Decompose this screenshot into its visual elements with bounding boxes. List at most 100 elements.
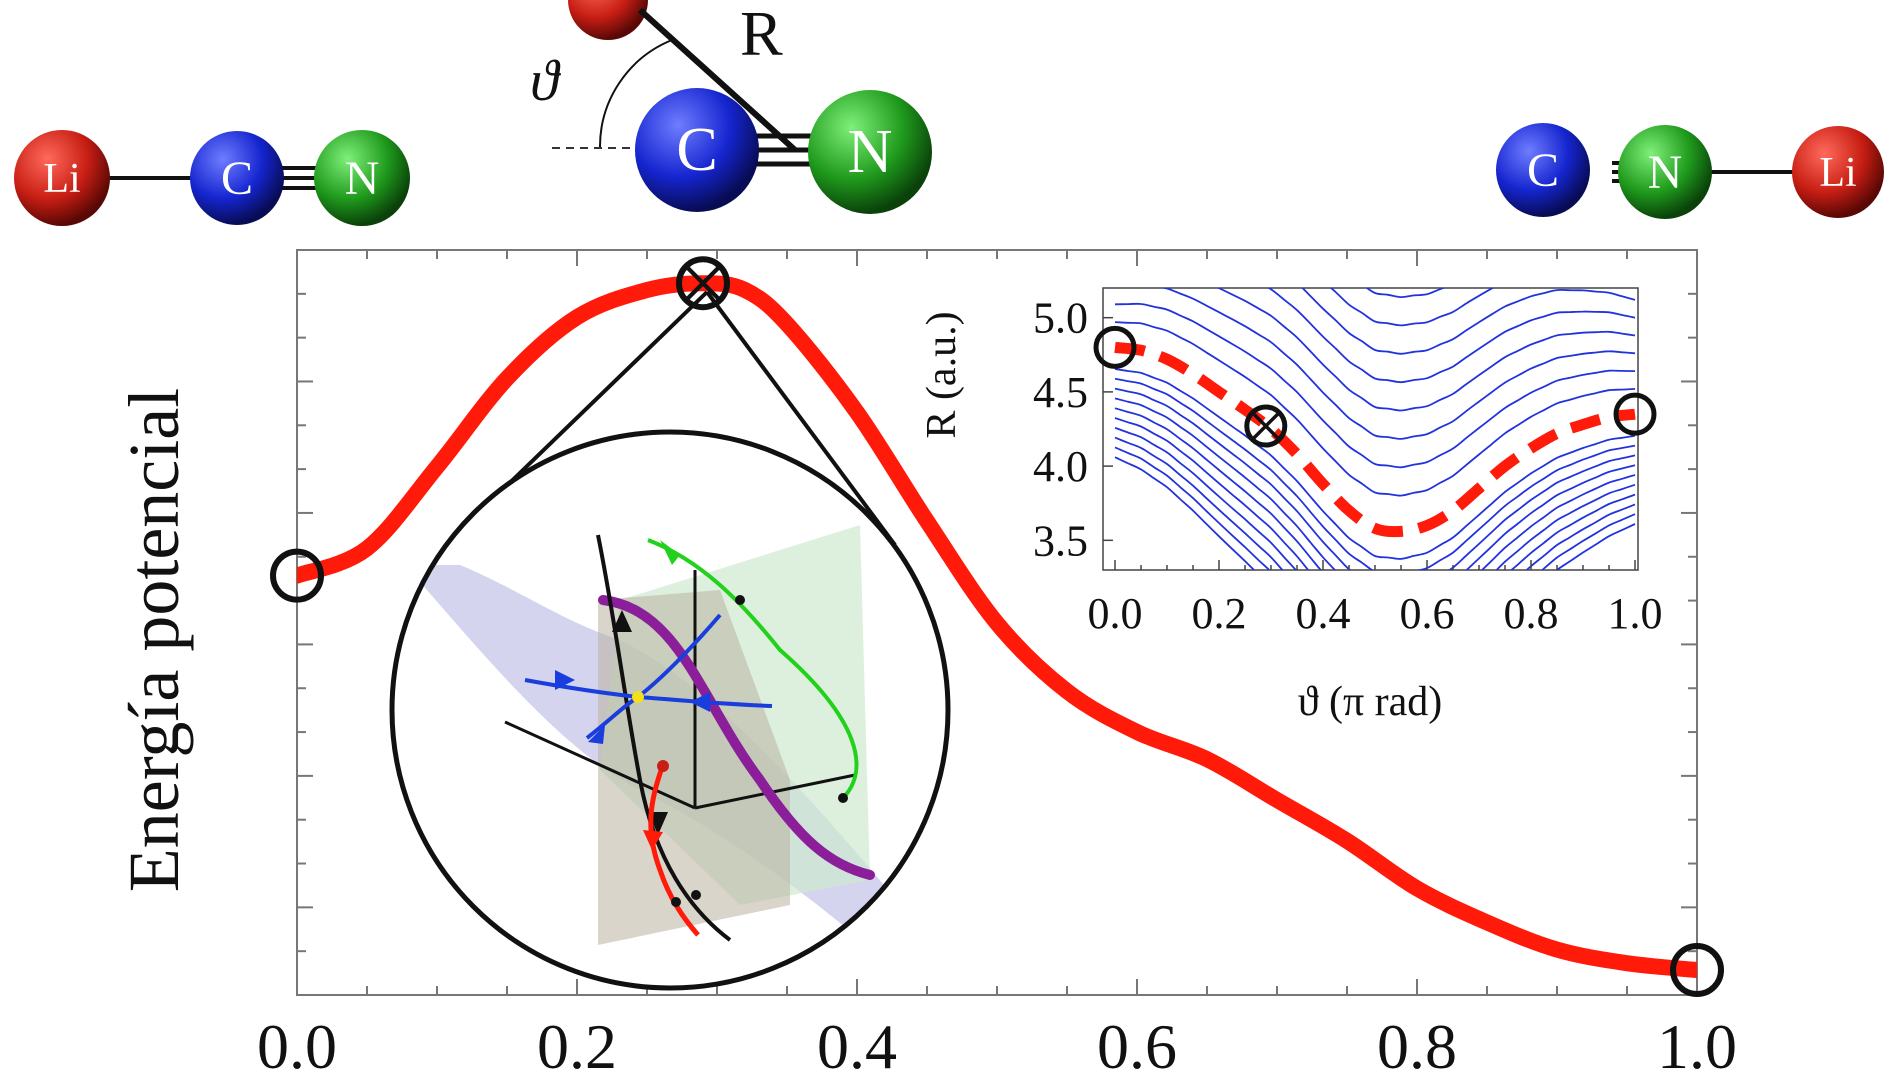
- arrow-icon: [555, 670, 575, 690]
- contour-line: [1114, 397, 1636, 570]
- atom-c: C: [635, 88, 759, 212]
- x-tick-label: 1.0: [1657, 1011, 1737, 1069]
- inset-frame: [1102, 287, 1639, 571]
- energy-curve: [297, 275, 1697, 978]
- svg-text:Li: Li: [1819, 150, 1856, 196]
- inset-markers: [1093, 325, 1657, 448]
- circle-marker: [1670, 943, 1724, 997]
- contour-line: [1114, 417, 1636, 570]
- cross-mark: [1251, 411, 1281, 441]
- contour-line: [1114, 377, 1636, 570]
- inset-x-tick-label: 1.0: [1608, 589, 1663, 638]
- atom-n: N: [808, 90, 932, 214]
- atom-li-partial: [568, 0, 648, 40]
- axis-line: [504, 720, 696, 810]
- black-trajectory: [596, 534, 732, 942]
- inset-x-tick-label: 0.8: [1504, 589, 1559, 638]
- contour-line: [1365, 288, 1447, 299]
- arrow-icon: [660, 540, 680, 565]
- contour-line: [1114, 321, 1636, 497]
- molecule-middle: R ϑ C N: [530, 0, 932, 214]
- main-chart: 0.0 0.2 0.4 0.6 0.8 1.0 Energía potencial: [114, 249, 1737, 1069]
- molecule-right: C N Li: [1496, 123, 1884, 219]
- contour-line: [1301, 288, 1636, 355]
- inset-ticks: [1103, 316, 1636, 570]
- inset-x-tick-label: 0.2: [1192, 589, 1247, 638]
- contour-line: [1114, 436, 1636, 570]
- contour-line: [1114, 302, 1636, 469]
- svg-text:C: C: [221, 152, 253, 205]
- contour-line: [1114, 426, 1636, 570]
- inset-x-tick-label: 0.6: [1400, 589, 1455, 638]
- svg-text:C: C: [676, 116, 717, 184]
- contour-line: [1114, 407, 1636, 570]
- x-tick-label: 0.4: [817, 1011, 897, 1069]
- svg-text:Li: Li: [43, 156, 80, 202]
- contour-line: [1158, 288, 1636, 440]
- contour-lines: [1114, 288, 1636, 570]
- axis-line: [694, 773, 856, 810]
- crossed-circle-marker: [676, 256, 730, 311]
- contour-line: [1329, 288, 1495, 327]
- contour-line: [1114, 446, 1636, 570]
- inset-chart: 0.0 0.2 0.4 0.6 0.8 1.0 3.5 4.0 4.5 5.0 ϑ (π rad)…: [919, 287, 1663, 725]
- red-trajectory: [648, 764, 700, 937]
- main-ticks: [296, 250, 1698, 995]
- arrow-icon: [612, 610, 632, 632]
- atom-c: C: [190, 131, 284, 225]
- x-tick-label: 0.6: [1097, 1011, 1177, 1069]
- zoom-connector-left: [490, 290, 709, 502]
- atom-li: Li: [1792, 126, 1884, 218]
- inset-tick-labels: 0.0 0.2 0.4 0.6 0.8 1.0 3.5 4.0 4.5 5.0: [1033, 294, 1663, 638]
- svg-text:C: C: [1527, 144, 1559, 197]
- main-markers: [270, 256, 1724, 997]
- zoom-circle: [389, 429, 951, 991]
- atom-li: Li: [14, 130, 110, 226]
- label-r: R: [740, 0, 783, 69]
- atom-n: N: [314, 130, 410, 226]
- angle-arc: [598, 39, 673, 149]
- inset-x-tick-label: 0.0: [1088, 589, 1143, 638]
- x-tick-label: 0.0: [257, 1011, 337, 1069]
- circle-marker: [1093, 325, 1137, 369]
- circle-marker: [1613, 392, 1657, 436]
- inset-y-tick-label: 5.0: [1033, 294, 1088, 343]
- green-trajectory: [647, 538, 859, 800]
- inset-y-tick-label: 3.5: [1033, 516, 1088, 565]
- x-tick-label: 0.2: [537, 1011, 617, 1069]
- crossed-circle-marker: [1244, 404, 1288, 448]
- inset-x-axis-label: ϑ (π rad): [1298, 679, 1443, 725]
- y-axis-label: Energía potencial: [114, 388, 194, 892]
- inset-y-axis-label: R (a.u.): [919, 311, 965, 438]
- contour-line: [1114, 456, 1636, 570]
- purple-trajectory: [598, 595, 875, 880]
- circle-marker: [270, 548, 324, 603]
- fixed-point: [632, 691, 644, 703]
- zoom-connector-right: [705, 290, 897, 547]
- inset-y-tick-label: 4.0: [1033, 442, 1088, 491]
- energy-curve-layer: [297, 275, 1697, 978]
- atom-c: C: [1496, 123, 1590, 217]
- contour-line: [1114, 368, 1636, 560]
- contour-line: [1267, 288, 1636, 384]
- main-tick-labels: 0.0 0.2 0.4 0.6 0.8 1.0: [257, 1011, 1737, 1069]
- cross-mark: [684, 264, 722, 302]
- label-theta: ϑ: [530, 48, 562, 113]
- inset-x-tick-label: 0.4: [1296, 589, 1351, 638]
- inset-y-tick-label: 4.5: [1033, 368, 1088, 417]
- arrow-icon: [588, 725, 605, 744]
- reaction-path-dashed: [1114, 341, 1636, 538]
- zoom-circle-outline: [389, 429, 951, 991]
- arrow-icon: [643, 830, 663, 850]
- svg-text:N: N: [1648, 146, 1683, 199]
- molecule-left: Li C N: [14, 130, 410, 226]
- svg-text:N: N: [345, 152, 380, 205]
- inset-path-layer: [1114, 341, 1636, 538]
- contour-line: [1216, 288, 1636, 412]
- svg-text:N: N: [848, 118, 893, 186]
- contour-line: [1114, 387, 1636, 570]
- atom-n: N: [1618, 125, 1712, 219]
- arrow-icon: [690, 692, 710, 712]
- bond-r: [637, 7, 798, 153]
